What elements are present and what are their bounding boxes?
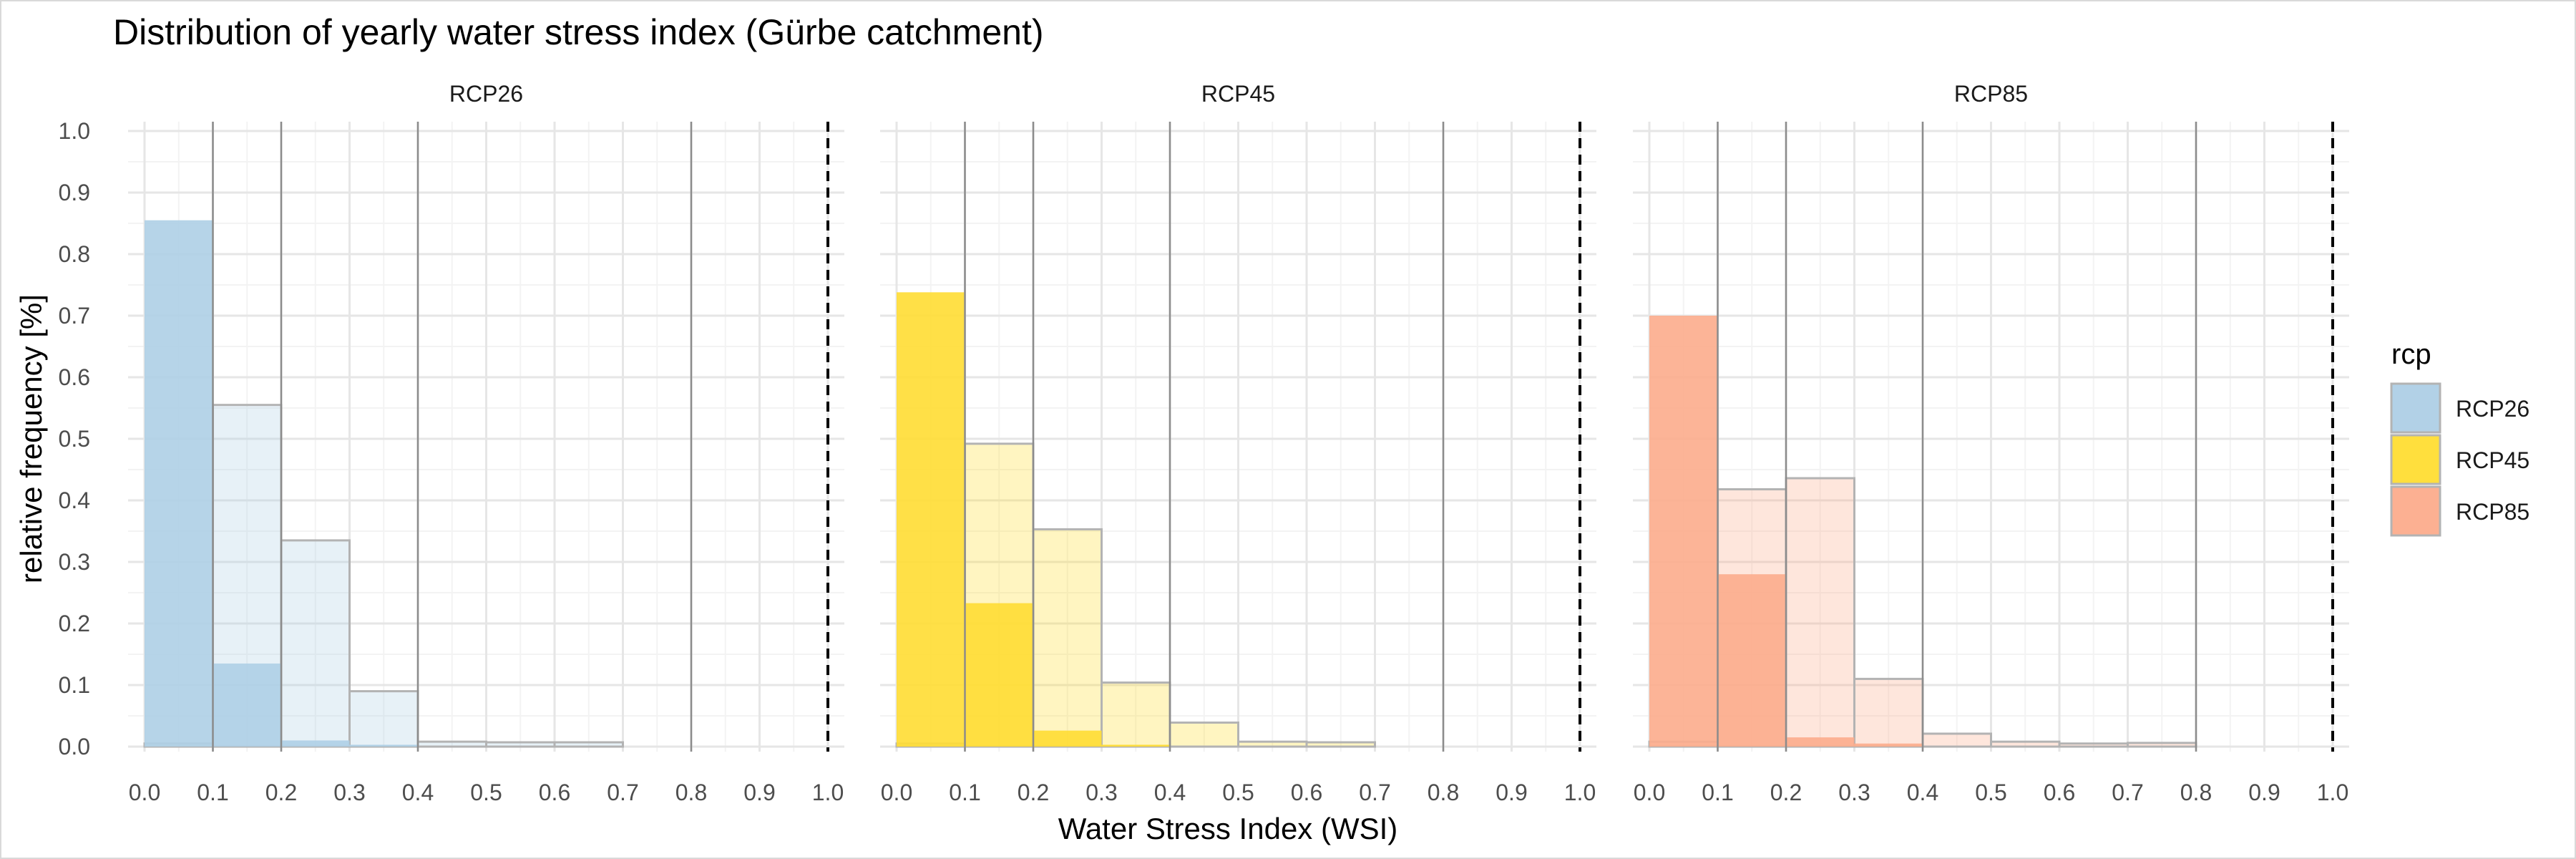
x-tick-label: 0.5	[470, 780, 502, 805]
histogram-bar-light	[348, 690, 419, 748]
y-tick-label: 0.3	[59, 549, 90, 575]
y-axis-label: relative frequency [%]	[14, 294, 48, 583]
histogram-bar-solid	[281, 740, 350, 747]
histogram-bar-light	[1305, 741, 1376, 748]
y-tick-label: 0.4	[59, 487, 90, 513]
histogram-bar-light	[1032, 528, 1103, 748]
histogram-bar-light	[553, 741, 624, 748]
x-tick-label: 0.2	[265, 780, 297, 805]
x-tick-label: 1.0	[2317, 780, 2348, 805]
panel-strip-label: RCP26	[449, 81, 523, 107]
x-tick-label: 0.2	[1770, 780, 1802, 805]
y-tick-label: 0.6	[59, 364, 90, 390]
panel-strip-label: RCP45	[1201, 81, 1275, 107]
x-tick-label: 0.6	[1291, 780, 1322, 805]
y-tick-label: 0.7	[59, 303, 90, 329]
legend-key	[2390, 485, 2441, 537]
y-tick-label: 1.0	[59, 118, 90, 144]
x-tick-label: 0.7	[1359, 780, 1390, 805]
legend-label: RCP26	[2456, 396, 2529, 422]
x-tick-label: 0.9	[743, 780, 775, 805]
histogram-bar-light	[1101, 681, 1171, 748]
x-tick-label: 1.0	[1564, 780, 1596, 805]
x-tick-label: 0.4	[1907, 780, 1938, 805]
y-tick-label: 0.9	[59, 180, 90, 205]
histogram-bar-light	[2058, 742, 2129, 748]
histogram-bar-solid	[1033, 730, 1102, 747]
chart-title: Distribution of yearly water stress inde…	[113, 12, 1044, 52]
histogram-bar-solid	[1101, 744, 1170, 747]
x-tick-label: 0.4	[1154, 780, 1186, 805]
x-tick-label: 0.8	[675, 780, 707, 805]
histogram-bar-light	[1990, 740, 2061, 748]
histogram-bar-solid	[897, 292, 965, 747]
y-tick-label: 0.1	[59, 672, 90, 698]
histogram-bar-solid	[1786, 737, 1855, 747]
x-tick-label: 0.6	[539, 780, 570, 805]
x-tick-label: 0.0	[881, 780, 912, 805]
x-axis-label: Water Stress Index (WSI)	[1058, 812, 1398, 845]
histogram-bar-light	[1169, 721, 1239, 748]
histogram-bar-solid	[349, 744, 418, 747]
histogram-bar-solid	[1717, 574, 1786, 747]
legend-key	[2390, 382, 2441, 434]
x-tick-label: 0.6	[2044, 780, 2075, 805]
x-tick-label: 0.3	[1838, 780, 1870, 805]
histogram-bar-light	[485, 741, 556, 748]
x-tick-label: 0.5	[1222, 780, 1254, 805]
histogram-bar-light	[1921, 732, 1992, 748]
histogram-bar-light	[1785, 477, 1855, 748]
x-tick-label: 0.4	[402, 780, 434, 805]
x-tick-label: 0.5	[1975, 780, 2006, 805]
histogram-bar-solid	[145, 220, 213, 747]
legend-title: rcp	[2391, 339, 2431, 370]
histogram-bar-light	[280, 539, 351, 748]
histogram-bar-light	[1237, 740, 1308, 748]
x-tick-label: 0.7	[607, 780, 638, 805]
x-tick-label: 0.2	[1018, 780, 1049, 805]
x-tick-label: 0.1	[197, 780, 228, 805]
histogram-bar-solid	[1649, 316, 1718, 747]
x-tick-label: 0.3	[333, 780, 365, 805]
histogram-bar-solid	[213, 663, 281, 747]
x-tick-label: 0.9	[2248, 780, 2280, 805]
panel-strip-label: RCP85	[1954, 81, 2028, 107]
legend-key	[2390, 434, 2441, 485]
legend-label: RCP45	[2456, 447, 2529, 473]
x-tick-label: 0.7	[2112, 780, 2143, 805]
histogram-bar-light	[1853, 677, 1924, 748]
x-tick-label: 0.9	[1496, 780, 1527, 805]
x-tick-label: 0.1	[949, 780, 980, 805]
legend-label: RCP85	[2456, 499, 2529, 525]
x-tick-label: 0.1	[1702, 780, 1733, 805]
y-tick-label: 0.2	[59, 611, 90, 636]
x-tick-label: 0.8	[2180, 780, 2212, 805]
x-tick-label: 1.0	[812, 780, 844, 805]
histogram-bar-light	[2127, 742, 2197, 748]
y-tick-label: 0.0	[59, 734, 90, 759]
x-tick-label: 0.0	[129, 780, 160, 805]
y-tick-label: 0.5	[59, 426, 90, 452]
y-tick-label: 0.8	[59, 241, 90, 267]
x-tick-label: 0.3	[1085, 780, 1117, 805]
histogram-bar-solid	[1854, 743, 1923, 747]
x-tick-label: 0.0	[1634, 780, 1665, 805]
histogram-bar-light	[416, 740, 487, 748]
x-tick-label: 0.8	[1428, 780, 1459, 805]
histogram-bar-solid	[965, 603, 1033, 747]
